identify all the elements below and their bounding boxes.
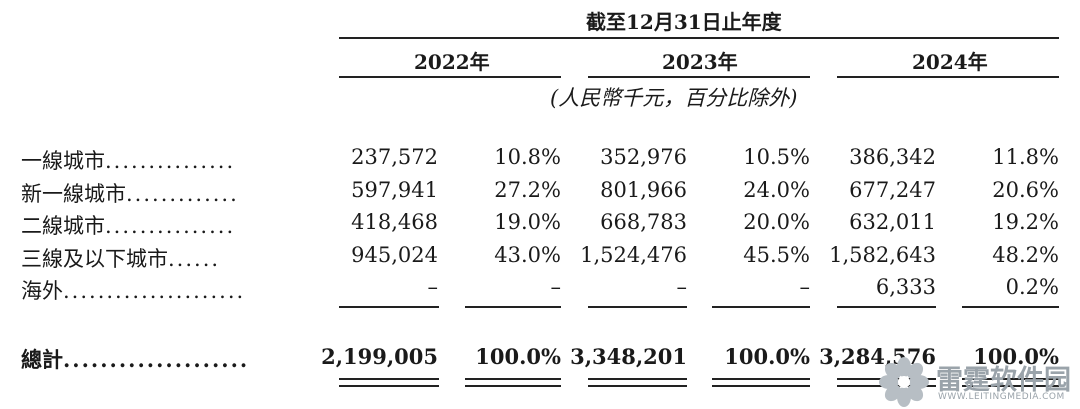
table-cell: 11.8%: [992, 145, 1059, 169]
subtotal-rule: [339, 306, 439, 308]
table-cell: 20.6%: [992, 178, 1059, 202]
table-cell: 48.2%: [992, 243, 1059, 267]
total-double-rule: [588, 385, 687, 387]
subtotal-rule: [837, 306, 936, 308]
table-cell: 801,966: [600, 178, 687, 202]
year-rule-2024: [837, 76, 1059, 78]
watermark-url: WWW.LEITINGMEDIA.COM: [938, 392, 1065, 402]
unit-note: (人民幣千元，百分比除外): [550, 86, 798, 110]
table-cell: 19.0%: [494, 210, 561, 234]
table-cell: –: [550, 275, 562, 299]
table-cell: –: [427, 275, 439, 299]
total-value: 100.0%: [475, 344, 561, 369]
total-double-rule: [962, 378, 1059, 380]
table-cell: 10.5%: [743, 145, 810, 169]
year-header-2024: 2024年: [912, 50, 988, 74]
table-cell: 1,524,476: [580, 243, 687, 267]
table-cell: 10.8%: [494, 145, 561, 169]
table-cell: 597,941: [351, 178, 438, 202]
table-cell: 418,468: [351, 210, 438, 234]
table-cell: –: [799, 275, 811, 299]
table-cell: 20.0%: [743, 210, 810, 234]
total-double-rule: [712, 378, 810, 380]
total-double-rule: [962, 385, 1059, 387]
row-label: 一線城市...............: [21, 149, 236, 173]
table-cell: 677,247: [849, 178, 936, 202]
table-cell: 27.2%: [494, 178, 561, 202]
year-rule-2022: [339, 76, 561, 78]
leader-dots: ...............: [105, 149, 236, 173]
table-cell: 45.5%: [743, 243, 810, 267]
row-label: 三線及以下城市......: [21, 247, 221, 271]
total-value: 3,348,201: [570, 344, 687, 369]
table-cell: –: [676, 275, 688, 299]
leader-dots: ......: [168, 247, 221, 271]
leader-dots: .............: [126, 182, 239, 206]
subtotal-rule: [465, 306, 561, 308]
total-double-rule: [465, 385, 561, 387]
year-header-2022: 2022年: [414, 50, 490, 74]
table-cell: 668,783: [600, 210, 687, 234]
period-rule: [339, 37, 1059, 39]
table-cell: 352,976: [600, 145, 687, 169]
subtotal-rule: [588, 306, 687, 308]
period-header: 截至12月31日止年度: [586, 10, 782, 34]
table-cell: 945,024: [351, 243, 438, 267]
table-cell: 632,011: [849, 210, 936, 234]
table-cell: 386,342: [849, 145, 936, 169]
table-cell: 24.0%: [743, 178, 810, 202]
table-cell: 0.2%: [1005, 275, 1059, 299]
table-cell: 237,572: [351, 145, 438, 169]
total-value: 100.0%: [973, 344, 1059, 369]
total-value: 100.0%: [724, 344, 810, 369]
row-label: 二線城市...............: [21, 214, 236, 238]
subtotal-rule: [962, 306, 1059, 308]
row-label: 海外.....................: [21, 279, 246, 303]
total-value: 2,199,005: [321, 344, 438, 369]
leader-dots: .....................: [63, 279, 246, 303]
table-cell: 43.0%: [494, 243, 561, 267]
leader-dots: ...............: [105, 214, 236, 238]
total-double-rule: [465, 378, 561, 380]
watermark-name: 雷霆软件园: [936, 365, 1071, 396]
flower-logo-icon: [879, 357, 929, 407]
year-rule-2023: [588, 76, 810, 78]
total-double-rule: [712, 385, 810, 387]
table-cell: 6,333: [875, 275, 936, 299]
total-label: 總計....................: [21, 347, 250, 372]
row-label: 新一線城市.............: [21, 182, 239, 206]
total-double-rule: [588, 378, 687, 380]
subtotal-rule: [712, 306, 810, 308]
total-double-rule: [339, 385, 439, 387]
total-double-rule: [339, 378, 439, 380]
leader-dots: ....................: [63, 347, 250, 372]
table-cell: 1,582,643: [829, 243, 936, 267]
table-cell: 19.2%: [992, 210, 1059, 234]
year-header-2023: 2023年: [662, 50, 738, 74]
watermark: 雷霆软件园 WWW.LEITINGMEDIA.COM: [878, 356, 1078, 407]
